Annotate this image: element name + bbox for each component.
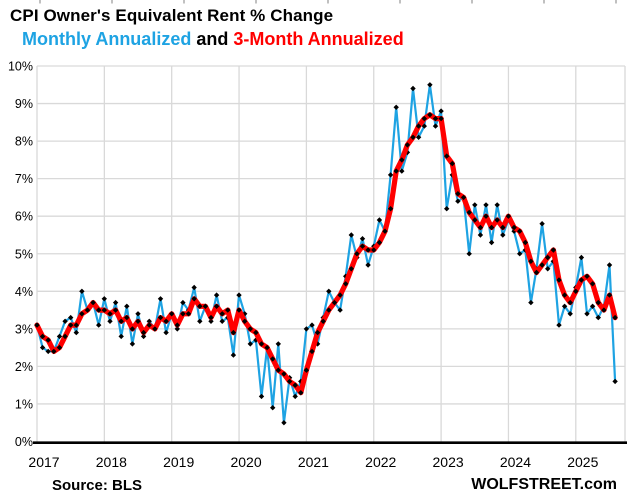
x-axis-year-label: 2018 bbox=[96, 454, 127, 470]
legend-conjunction: and bbox=[196, 29, 229, 49]
x-axis-year-label: 2023 bbox=[433, 454, 464, 470]
y-axis-tick-label: 4% bbox=[15, 285, 33, 299]
brand-label: WOLFSTREET.com bbox=[471, 476, 617, 493]
series-monthly-annualized-line bbox=[35, 83, 617, 424]
chart-subtitle: Monthly Annualized and 3-Month Annualize… bbox=[22, 29, 404, 50]
x-axis-year-label: 2022 bbox=[365, 454, 396, 470]
y-axis-tick-label: 9% bbox=[15, 97, 33, 111]
y-axis-tick-label: 1% bbox=[15, 397, 33, 411]
y-axis-tick-label: 3% bbox=[15, 322, 33, 336]
x-axis-year-label: 2024 bbox=[500, 454, 531, 470]
legend-3-month-annualized: 3-Month Annualized bbox=[233, 29, 404, 49]
chart-title: CPI Owner's Equivalent Rent % Change bbox=[10, 6, 334, 25]
source-label: Source: BLS bbox=[52, 477, 143, 494]
y-axis-tick-label: 7% bbox=[15, 172, 33, 186]
x-axis-year-label: 2021 bbox=[298, 454, 329, 470]
y-axis-tick-label: 8% bbox=[15, 135, 33, 149]
y-axis-tick-label: 5% bbox=[15, 247, 33, 261]
y-axis-tick-label: 0% bbox=[15, 435, 33, 449]
y-axis-tick-label: 2% bbox=[15, 360, 33, 374]
legend-monthly-annualized: Monthly Annualized bbox=[22, 29, 192, 49]
x-axis-year-label: 2020 bbox=[230, 454, 261, 470]
x-axis-year-label: 2017 bbox=[28, 454, 59, 470]
x-axis-year-label: 2019 bbox=[163, 454, 194, 470]
x-axis-year-label: 2025 bbox=[567, 454, 598, 470]
y-axis-tick-label: 10% bbox=[8, 60, 33, 74]
y-axis-tick-label: 6% bbox=[15, 210, 33, 224]
